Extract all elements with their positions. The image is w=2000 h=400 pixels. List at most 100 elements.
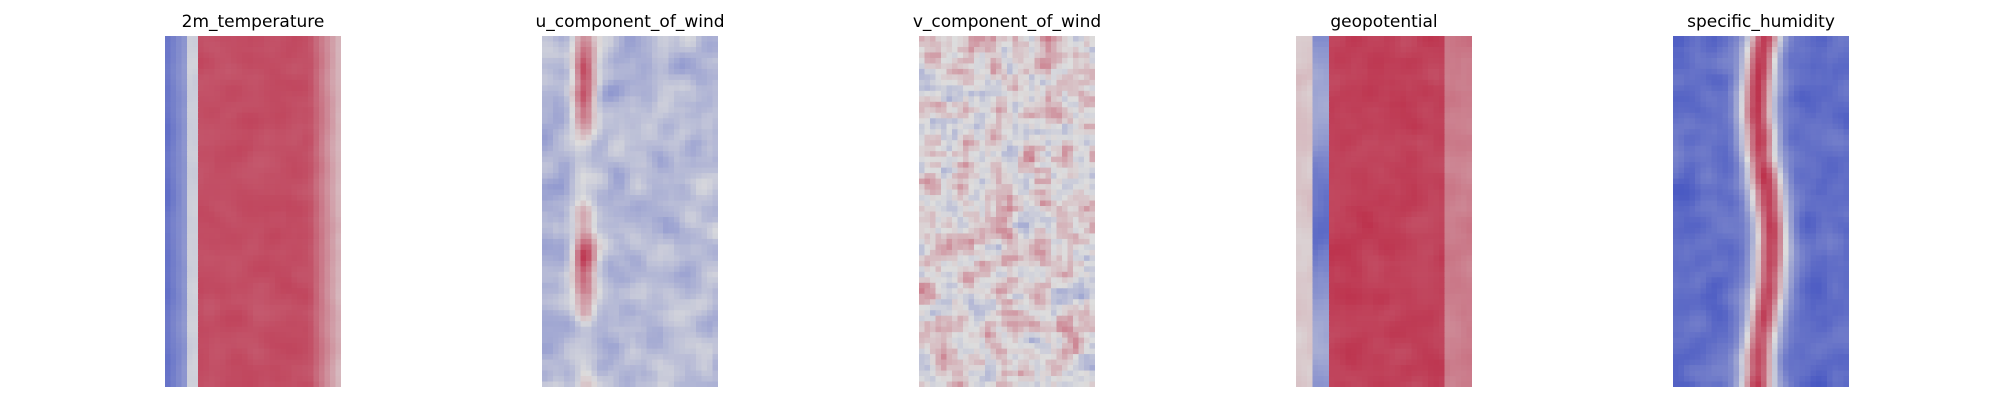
heatmap-cell	[935, 145, 942, 152]
heatmap-cell	[586, 337, 593, 344]
heatmap-cell	[542, 321, 549, 328]
heatmap-cell	[324, 238, 331, 245]
heatmap-cell	[176, 162, 183, 169]
heatmap-cell	[258, 57, 265, 65]
heatmap-cell	[668, 337, 675, 344]
heatmap-cell	[985, 123, 992, 130]
heatmap-cell	[641, 238, 648, 245]
heatmap-cell	[602, 195, 609, 202]
heatmap-cell	[335, 216, 341, 224]
heatmap-cell	[258, 244, 265, 251]
heatmap-cell	[712, 63, 718, 70]
heatmap-cell	[192, 156, 199, 163]
heatmap-cell	[247, 145, 254, 152]
heatmap-cell	[1051, 90, 1058, 97]
heatmap-cell	[170, 184, 177, 191]
heatmap-cell	[668, 173, 675, 180]
heatmap-cell	[324, 299, 331, 306]
heatmap-cell	[269, 233, 276, 240]
heatmap-cell	[225, 189, 232, 196]
heatmap-cell	[624, 107, 631, 114]
heatmap-cell	[547, 195, 554, 202]
heatmap-cell	[198, 85, 205, 92]
heatmap-cell	[586, 233, 593, 240]
heatmap-cell	[247, 167, 254, 174]
heatmap-cell	[696, 381, 703, 387]
heatmap-cell	[176, 200, 183, 207]
heatmap-cell	[297, 238, 304, 245]
heatmap-cell	[1040, 167, 1047, 174]
heatmap-cell	[297, 293, 304, 300]
heatmap-cell	[330, 249, 337, 256]
heatmap-cell	[236, 227, 243, 235]
heatmap-cell	[335, 79, 341, 86]
heatmap-cell	[198, 134, 205, 141]
heatmap-cell	[586, 206, 593, 213]
heatmap-cell	[602, 332, 609, 339]
heatmap-cell	[624, 260, 631, 267]
heatmap-cell	[242, 216, 249, 224]
heatmap-cell	[275, 57, 282, 65]
heatmap-cell	[236, 376, 243, 383]
heatmap-cell	[707, 195, 714, 202]
heatmap-cell	[324, 118, 331, 125]
heatmap-cell	[635, 376, 642, 383]
heatmap-cell	[542, 189, 549, 196]
heatmap-cell	[657, 326, 664, 333]
heatmap-cell	[1023, 145, 1030, 152]
heatmap-cell	[558, 216, 565, 224]
heatmap-cell	[663, 118, 670, 125]
heatmap-cell	[963, 123, 970, 130]
heatmap-cell	[646, 266, 653, 273]
heatmap-cell	[542, 381, 549, 387]
heatmap-cell	[996, 63, 1003, 70]
heatmap-cell	[712, 381, 718, 387]
heatmap-cell	[619, 354, 626, 361]
heatmap-cell	[280, 359, 287, 366]
heatmap-cell	[247, 249, 254, 256]
heatmap-cell	[319, 178, 326, 185]
heatmap-cell	[1062, 107, 1069, 114]
heatmap-cell	[286, 189, 293, 196]
heatmap-cell	[1023, 85, 1030, 92]
heatmap-cell	[963, 57, 970, 65]
heatmap-cell	[558, 145, 565, 152]
heatmap-cell	[192, 326, 199, 333]
heatmap-cell	[231, 260, 238, 267]
heatmap-cell	[979, 112, 986, 119]
heatmap-cell	[335, 63, 341, 70]
heatmap-cell	[553, 233, 560, 240]
heatmap-cell	[291, 101, 298, 108]
heatmap-cell	[696, 74, 703, 81]
heatmap-cell	[231, 145, 238, 152]
heatmap-cell	[330, 255, 337, 262]
heatmap-cell	[707, 129, 714, 136]
heatmap-cell	[547, 129, 554, 136]
heatmap-cell	[181, 156, 188, 163]
heatmap-cell	[291, 74, 298, 81]
heatmap-cell	[624, 52, 631, 59]
heatmap-cell	[690, 41, 697, 48]
heatmap-cell	[685, 337, 692, 344]
heatmap-cell	[679, 140, 686, 147]
heatmap-cell	[231, 118, 238, 125]
heatmap-cell	[214, 255, 221, 262]
heatmap-cell	[652, 162, 659, 169]
heatmap-cell	[247, 332, 254, 339]
heatmap-cell	[275, 173, 282, 180]
heatmap-cell	[1001, 112, 1008, 119]
heatmap-cell	[198, 123, 205, 130]
heatmap-cell	[663, 68, 670, 75]
heatmap-cell	[313, 46, 320, 54]
heatmap-cell	[547, 359, 554, 366]
heatmap-cell	[652, 101, 659, 108]
heatmap-cell	[985, 151, 992, 158]
heatmap-cell	[608, 195, 615, 202]
heatmap-cell	[979, 90, 986, 97]
heatmap-cell	[974, 151, 981, 158]
heatmap-cell	[181, 376, 188, 383]
heatmap-cell	[935, 184, 942, 191]
heatmap-cell	[569, 74, 576, 81]
heatmap-cell	[313, 365, 320, 372]
heatmap-cell	[657, 288, 664, 295]
